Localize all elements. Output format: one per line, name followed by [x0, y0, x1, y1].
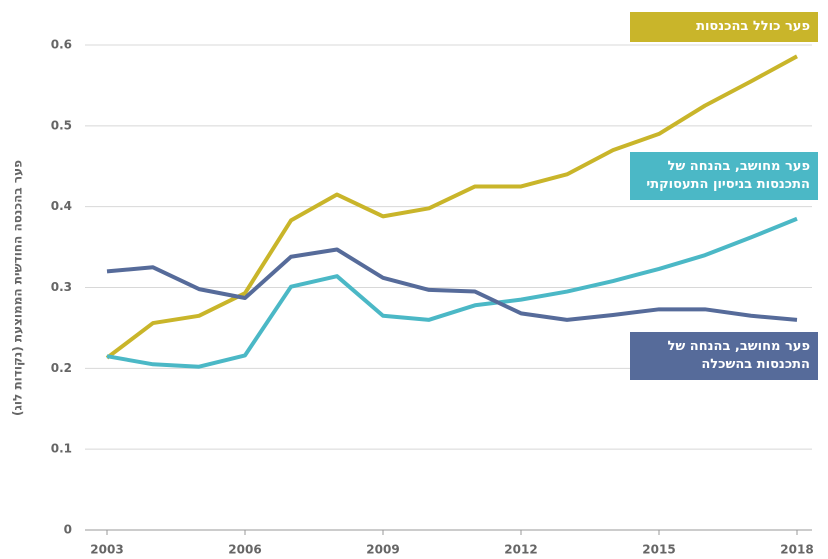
x-tick-label: 2012	[504, 543, 537, 557]
y-tick-label: 0.3	[51, 280, 72, 294]
series-line	[106, 216, 798, 369]
y-axis-label: פער בהכנסה החודשית הממוצעת (נקודות לוג)	[11, 160, 25, 416]
x-tick-label: 2018	[780, 543, 813, 557]
x-tick-label: 2006	[228, 543, 261, 557]
x-tick-label: 2003	[90, 543, 123, 557]
y-tick-label: 0.5	[51, 118, 72, 132]
series-line	[106, 247, 798, 322]
legend-label: פער כולל בהכנסות	[630, 12, 818, 42]
legend-label: פער מחושב, בהנחה של התכנסות בניסיון התעס…	[630, 152, 818, 200]
y-tick-label: 0.4	[51, 199, 72, 213]
y-tick-label: 0.6	[51, 38, 72, 52]
y-tick-label: 0.1	[51, 442, 72, 456]
x-tick-label: 2009	[366, 543, 399, 557]
legend-label: פער מחושב, בהנחה של התכנסות בהשכלה	[630, 332, 818, 380]
series-line	[105, 54, 798, 360]
y-tick-label: 0	[64, 523, 72, 537]
x-tick-label: 2015	[642, 543, 675, 557]
y-tick-label: 0.2	[51, 361, 72, 375]
